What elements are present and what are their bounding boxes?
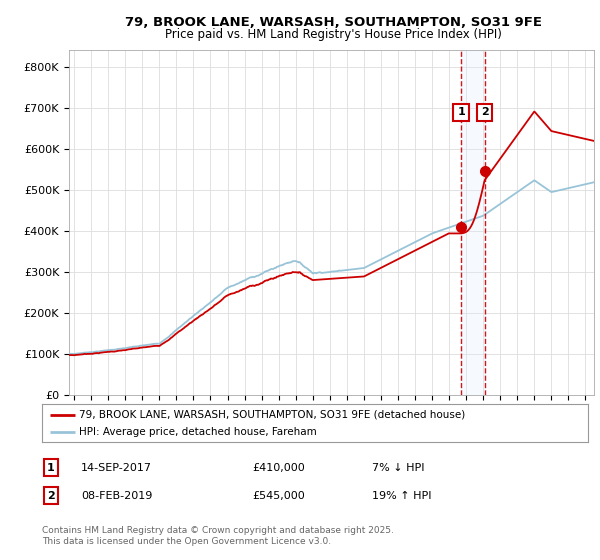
Bar — [461, 50, 485, 395]
Text: 2: 2 — [481, 108, 488, 118]
Text: 1: 1 — [47, 463, 55, 473]
Text: 79, BROOK LANE, WARSASH, SOUTHAMPTON, SO31 9FE: 79, BROOK LANE, WARSASH, SOUTHAMPTON, SO… — [125, 16, 542, 29]
Text: £545,000: £545,000 — [252, 491, 305, 501]
Text: HPI: Average price, detached house, Fareham: HPI: Average price, detached house, Fare… — [79, 427, 317, 437]
Text: 08-FEB-2019: 08-FEB-2019 — [81, 491, 152, 501]
Text: 1: 1 — [457, 108, 465, 118]
Text: 14-SEP-2017: 14-SEP-2017 — [81, 463, 152, 473]
Text: 79, BROOK LANE, WARSASH, SOUTHAMPTON, SO31 9FE (detached house): 79, BROOK LANE, WARSASH, SOUTHAMPTON, SO… — [79, 409, 466, 419]
Text: 2: 2 — [47, 491, 55, 501]
Text: Price paid vs. HM Land Registry's House Price Index (HPI): Price paid vs. HM Land Registry's House … — [164, 28, 502, 41]
Text: £410,000: £410,000 — [252, 463, 305, 473]
Text: 7% ↓ HPI: 7% ↓ HPI — [372, 463, 425, 473]
Text: Contains HM Land Registry data © Crown copyright and database right 2025.
This d: Contains HM Land Registry data © Crown c… — [42, 526, 394, 546]
Text: 19% ↑ HPI: 19% ↑ HPI — [372, 491, 431, 501]
